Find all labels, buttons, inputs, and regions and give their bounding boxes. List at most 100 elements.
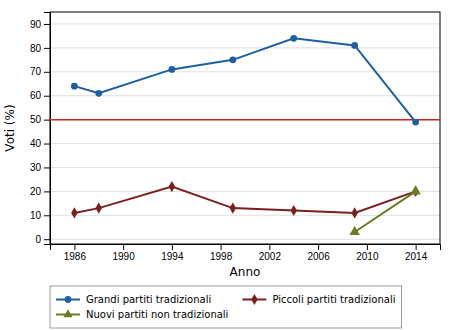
tick: 30: [30, 162, 50, 173]
x-axis-title: Anno: [230, 265, 261, 279]
tick-mark: [221, 244, 222, 250]
point: [349, 226, 360, 235]
tick-mark: [367, 244, 368, 250]
tick: 70: [30, 66, 50, 77]
legend-marker: [65, 296, 72, 303]
y-axis: 0 10 20 30 40 50 60 70 80 90: [30, 13, 51, 245]
tick-mark: [44, 72, 50, 73]
legend-item: Nuovi partiti non tradizionali: [56, 309, 228, 320]
point: [71, 207, 77, 218]
grid-line: [50, 71, 440, 72]
tick: 90: [30, 19, 50, 30]
x-axis: 1986 1990 1994 1998 2002 2006 2010 2014: [51, 244, 441, 262]
point: [229, 56, 236, 63]
tick-mark: [269, 244, 270, 250]
tick-label: 70: [30, 66, 42, 77]
grid-line: [50, 95, 440, 96]
tick-label: 60: [30, 90, 42, 101]
tick-label: 1998: [210, 251, 233, 262]
tick: 2002: [259, 244, 282, 262]
tick: 60: [30, 90, 50, 101]
tick-label: 2002: [259, 251, 282, 262]
legend-label: Grandi partiti tradizionali: [86, 294, 211, 305]
legend-marker: [63, 309, 72, 317]
tick-label: 0: [35, 234, 41, 245]
tick-mark: [172, 244, 173, 250]
tick: 1994: [161, 244, 184, 262]
point: [351, 42, 358, 49]
tick: 20: [30, 186, 50, 197]
axis-domain: [51, 245, 441, 251]
tick: 40: [30, 138, 50, 149]
grid-line: [50, 191, 440, 192]
tick-label: 20: [30, 186, 42, 197]
series-points: [349, 185, 420, 235]
grid-line: [50, 167, 440, 168]
point: [412, 119, 419, 126]
point: [71, 83, 78, 90]
legend-marker: [251, 294, 257, 305]
tick-label: 90: [30, 19, 42, 30]
point: [410, 185, 421, 194]
tick: 80: [30, 43, 50, 54]
series-points: [71, 35, 419, 125]
tick-label: 40: [30, 138, 42, 149]
tick-mark: [44, 167, 50, 168]
grid-line: [50, 23, 440, 24]
tick-label: 30: [30, 162, 42, 173]
tick-mark: [44, 215, 50, 216]
grid-line: [50, 143, 440, 144]
tick: 1998: [210, 244, 233, 262]
point: [96, 203, 102, 214]
point: [290, 35, 297, 42]
series-line: [74, 187, 415, 213]
series-points: [71, 181, 419, 218]
grid-line: [50, 47, 440, 48]
tick-label: 2014: [405, 251, 428, 262]
reference-line: [50, 119, 440, 121]
tick-mark: [44, 96, 50, 97]
plot-frame: [50, 12, 440, 244]
tick-label: 10: [30, 210, 42, 221]
tick-mark: [123, 244, 124, 250]
tick-mark: [416, 244, 417, 250]
grid-y: [50, 24, 440, 239]
tick: 1990: [113, 244, 136, 262]
grid-line: [50, 119, 440, 120]
tick: 50: [30, 114, 50, 125]
point: [351, 207, 357, 218]
tick-mark: [44, 24, 50, 25]
series-line: [74, 38, 415, 122]
axis-domain: [44, 13, 51, 245]
tick-label: 1986: [64, 251, 87, 262]
plot: 1986 1990 1994 1998 2002 2006 2010 2014 0 10 20 30 4…: [30, 12, 441, 262]
tick-mark: [44, 191, 50, 192]
legend-frame: [50, 286, 401, 328]
tick-label: 50: [30, 114, 42, 125]
tick-mark: [44, 120, 50, 121]
tick-label: 1990: [113, 251, 136, 262]
tick: 0: [35, 234, 50, 245]
point: [168, 66, 175, 73]
point: [95, 90, 102, 97]
tick: 2014: [405, 244, 428, 262]
legend-item: Piccoli partiti tradizionali: [242, 294, 395, 305]
legend: Grandi partiti tradizionali Piccoli parti…: [50, 286, 401, 328]
series-line: [355, 191, 416, 232]
grid-line: [50, 239, 440, 240]
tick-mark: [74, 244, 75, 250]
point: [291, 205, 297, 216]
y-axis-title: Voti (%): [3, 104, 17, 151]
tick: 1986: [64, 244, 87, 262]
legend-item: Grandi partiti tradizionali: [56, 294, 211, 305]
legend-label: Nuovi partiti non tradizionali: [86, 309, 228, 320]
tick-mark: [44, 48, 50, 49]
marks: [50, 35, 440, 235]
tick-label: 2006: [308, 251, 331, 262]
tick-label: 1994: [161, 251, 184, 262]
legend-label: Piccoli partiti tradizionali: [272, 294, 395, 305]
tick: 2006: [308, 244, 331, 262]
point: [230, 203, 236, 214]
tick: 2010: [356, 244, 379, 262]
tick-mark: [44, 144, 50, 145]
